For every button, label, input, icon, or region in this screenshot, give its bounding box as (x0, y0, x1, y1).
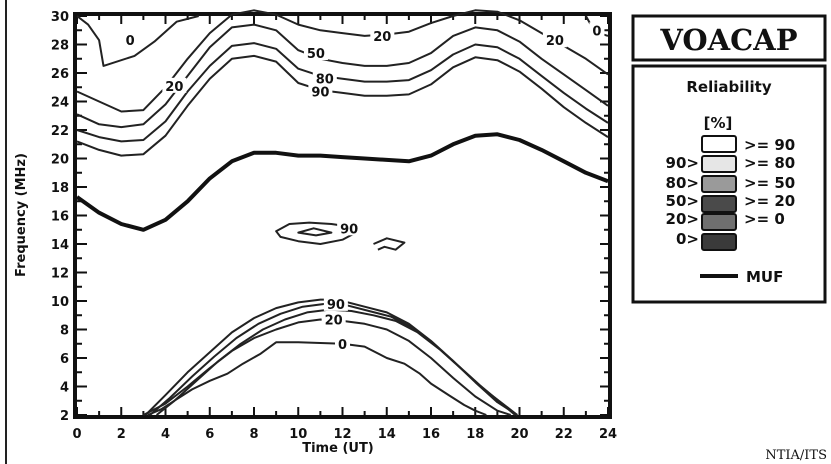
swatch-50 (701, 175, 737, 193)
legend-left-0: 0> (676, 230, 699, 248)
contour-label-bg (303, 45, 328, 61)
contour-label-90: 90 (327, 298, 345, 313)
contour-label-20: 20 (165, 80, 183, 95)
x-tick-label-2: 2 (117, 427, 126, 442)
contour-label-0: 0 (126, 34, 135, 49)
x-tick-label-16: 16 (422, 427, 440, 442)
contour-label-bg (323, 295, 348, 311)
legend-left-90: 90> (666, 154, 699, 172)
y-tick-label-10: 10 (51, 295, 69, 310)
muf-curve-group (75, 132, 609, 232)
contour-label-bg (321, 311, 346, 327)
contour-50-3 (76, 23, 609, 129)
x-tick-labels: 0 2 4 6 8 10 12 14 16 18 20 22 24 (72, 427, 617, 442)
swatch-20 (701, 195, 737, 213)
x-tick-label-0: 0 (72, 427, 81, 442)
plot-frame (73, 12, 612, 419)
y-tick-label-30: 30 (51, 10, 69, 25)
x-tick-label-18: 18 (466, 427, 484, 442)
contour-20-2 (76, 9, 609, 113)
legend-right-80: >= 80 (744, 154, 795, 172)
y-tick-label-6: 6 (60, 352, 69, 367)
swatch-0-upper (701, 213, 737, 231)
brand-title: VOACAP (659, 23, 797, 57)
contour-label-20: 20 (325, 314, 343, 329)
contour-label-90: 90 (311, 86, 329, 101)
x-tick-label-14: 14 (378, 427, 396, 442)
swatch-80 (701, 155, 737, 173)
y-tick-label-12: 12 (51, 267, 69, 282)
legend-left-20: 20> (666, 210, 699, 228)
contour-label-bg (370, 27, 395, 43)
x-tick-label-20: 20 (510, 427, 528, 442)
legend-swatches (701, 135, 737, 251)
x-tick-label-8: 8 (249, 427, 258, 442)
legend-right-20: >= 20 (744, 192, 795, 210)
contour-label-bg (589, 22, 605, 38)
y-tick-label-16: 16 (51, 210, 69, 225)
axis-ticks (75, 14, 610, 417)
legend-box (631, 64, 827, 304)
y-axis-title: Frequency (MHz) (14, 153, 29, 277)
swatch-0 (701, 233, 737, 251)
muf-curve (75, 132, 609, 232)
contour-label-20: 20 (546, 34, 564, 49)
contour-label-bg (122, 32, 138, 48)
x-tick-label-24: 24 (599, 427, 617, 442)
contour-label-50: 50 (307, 47, 325, 62)
contour-label-0: 0 (338, 338, 347, 353)
y-tick-label-26: 26 (51, 67, 69, 82)
brand-box (631, 14, 827, 62)
swatch-90 (701, 135, 737, 153)
reliability-contours (76, 9, 609, 416)
x-axis-title: Time (UT) (302, 441, 374, 456)
contour-label-90: 90 (340, 222, 358, 237)
contour-label-bg (312, 70, 337, 86)
y-tick-label-4: 4 (60, 381, 69, 396)
x-tick-label-22: 22 (555, 427, 573, 442)
contour-label-20: 20 (373, 30, 391, 45)
y-tick-label-20: 20 (51, 153, 69, 168)
legend-right-50: >= 50 (744, 174, 795, 192)
legend-unit: [%] (704, 114, 733, 132)
y-tick-label-28: 28 (51, 39, 69, 54)
legend-right-0: >= 0 (744, 210, 785, 228)
contour-label-bg (335, 335, 350, 351)
contour-label-bg (337, 220, 362, 236)
contour-90-7 (297, 227, 333, 237)
contour-label-0: 0 (592, 24, 601, 39)
legend-left-80: 80> (666, 174, 699, 192)
y-tick-label-22: 22 (51, 124, 69, 139)
legend-left-50: 50> (666, 192, 699, 210)
legend-muf-label: MUF (746, 268, 783, 286)
legend-right-90: >= 90 (744, 136, 795, 154)
credit-text: NTIA/ITS (765, 448, 827, 463)
x-tick-label-12: 12 (333, 427, 351, 442)
legend-title: Reliability (686, 78, 771, 96)
contour-label-bg (162, 77, 187, 93)
y-tick-label-18: 18 (51, 181, 69, 196)
contour-80-4 (76, 42, 609, 143)
x-tick-label-4: 4 (161, 427, 170, 442)
y-tick-label-8: 8 (60, 324, 69, 339)
y-tick-label-2: 2 (60, 409, 69, 424)
contour-unlabeled-8 (373, 237, 406, 251)
x-tick-label-6: 6 (205, 427, 214, 442)
y-tick-label-14: 14 (51, 238, 69, 253)
contour-0-9 (147, 341, 487, 416)
x-tick-label-10: 10 (289, 427, 307, 442)
contour-90-5 (76, 54, 609, 157)
y-tick-label-24: 24 (51, 96, 69, 111)
contour-label-bg (542, 32, 567, 48)
contour-label-bg (308, 83, 333, 99)
contour-0-0 (76, 15, 199, 67)
